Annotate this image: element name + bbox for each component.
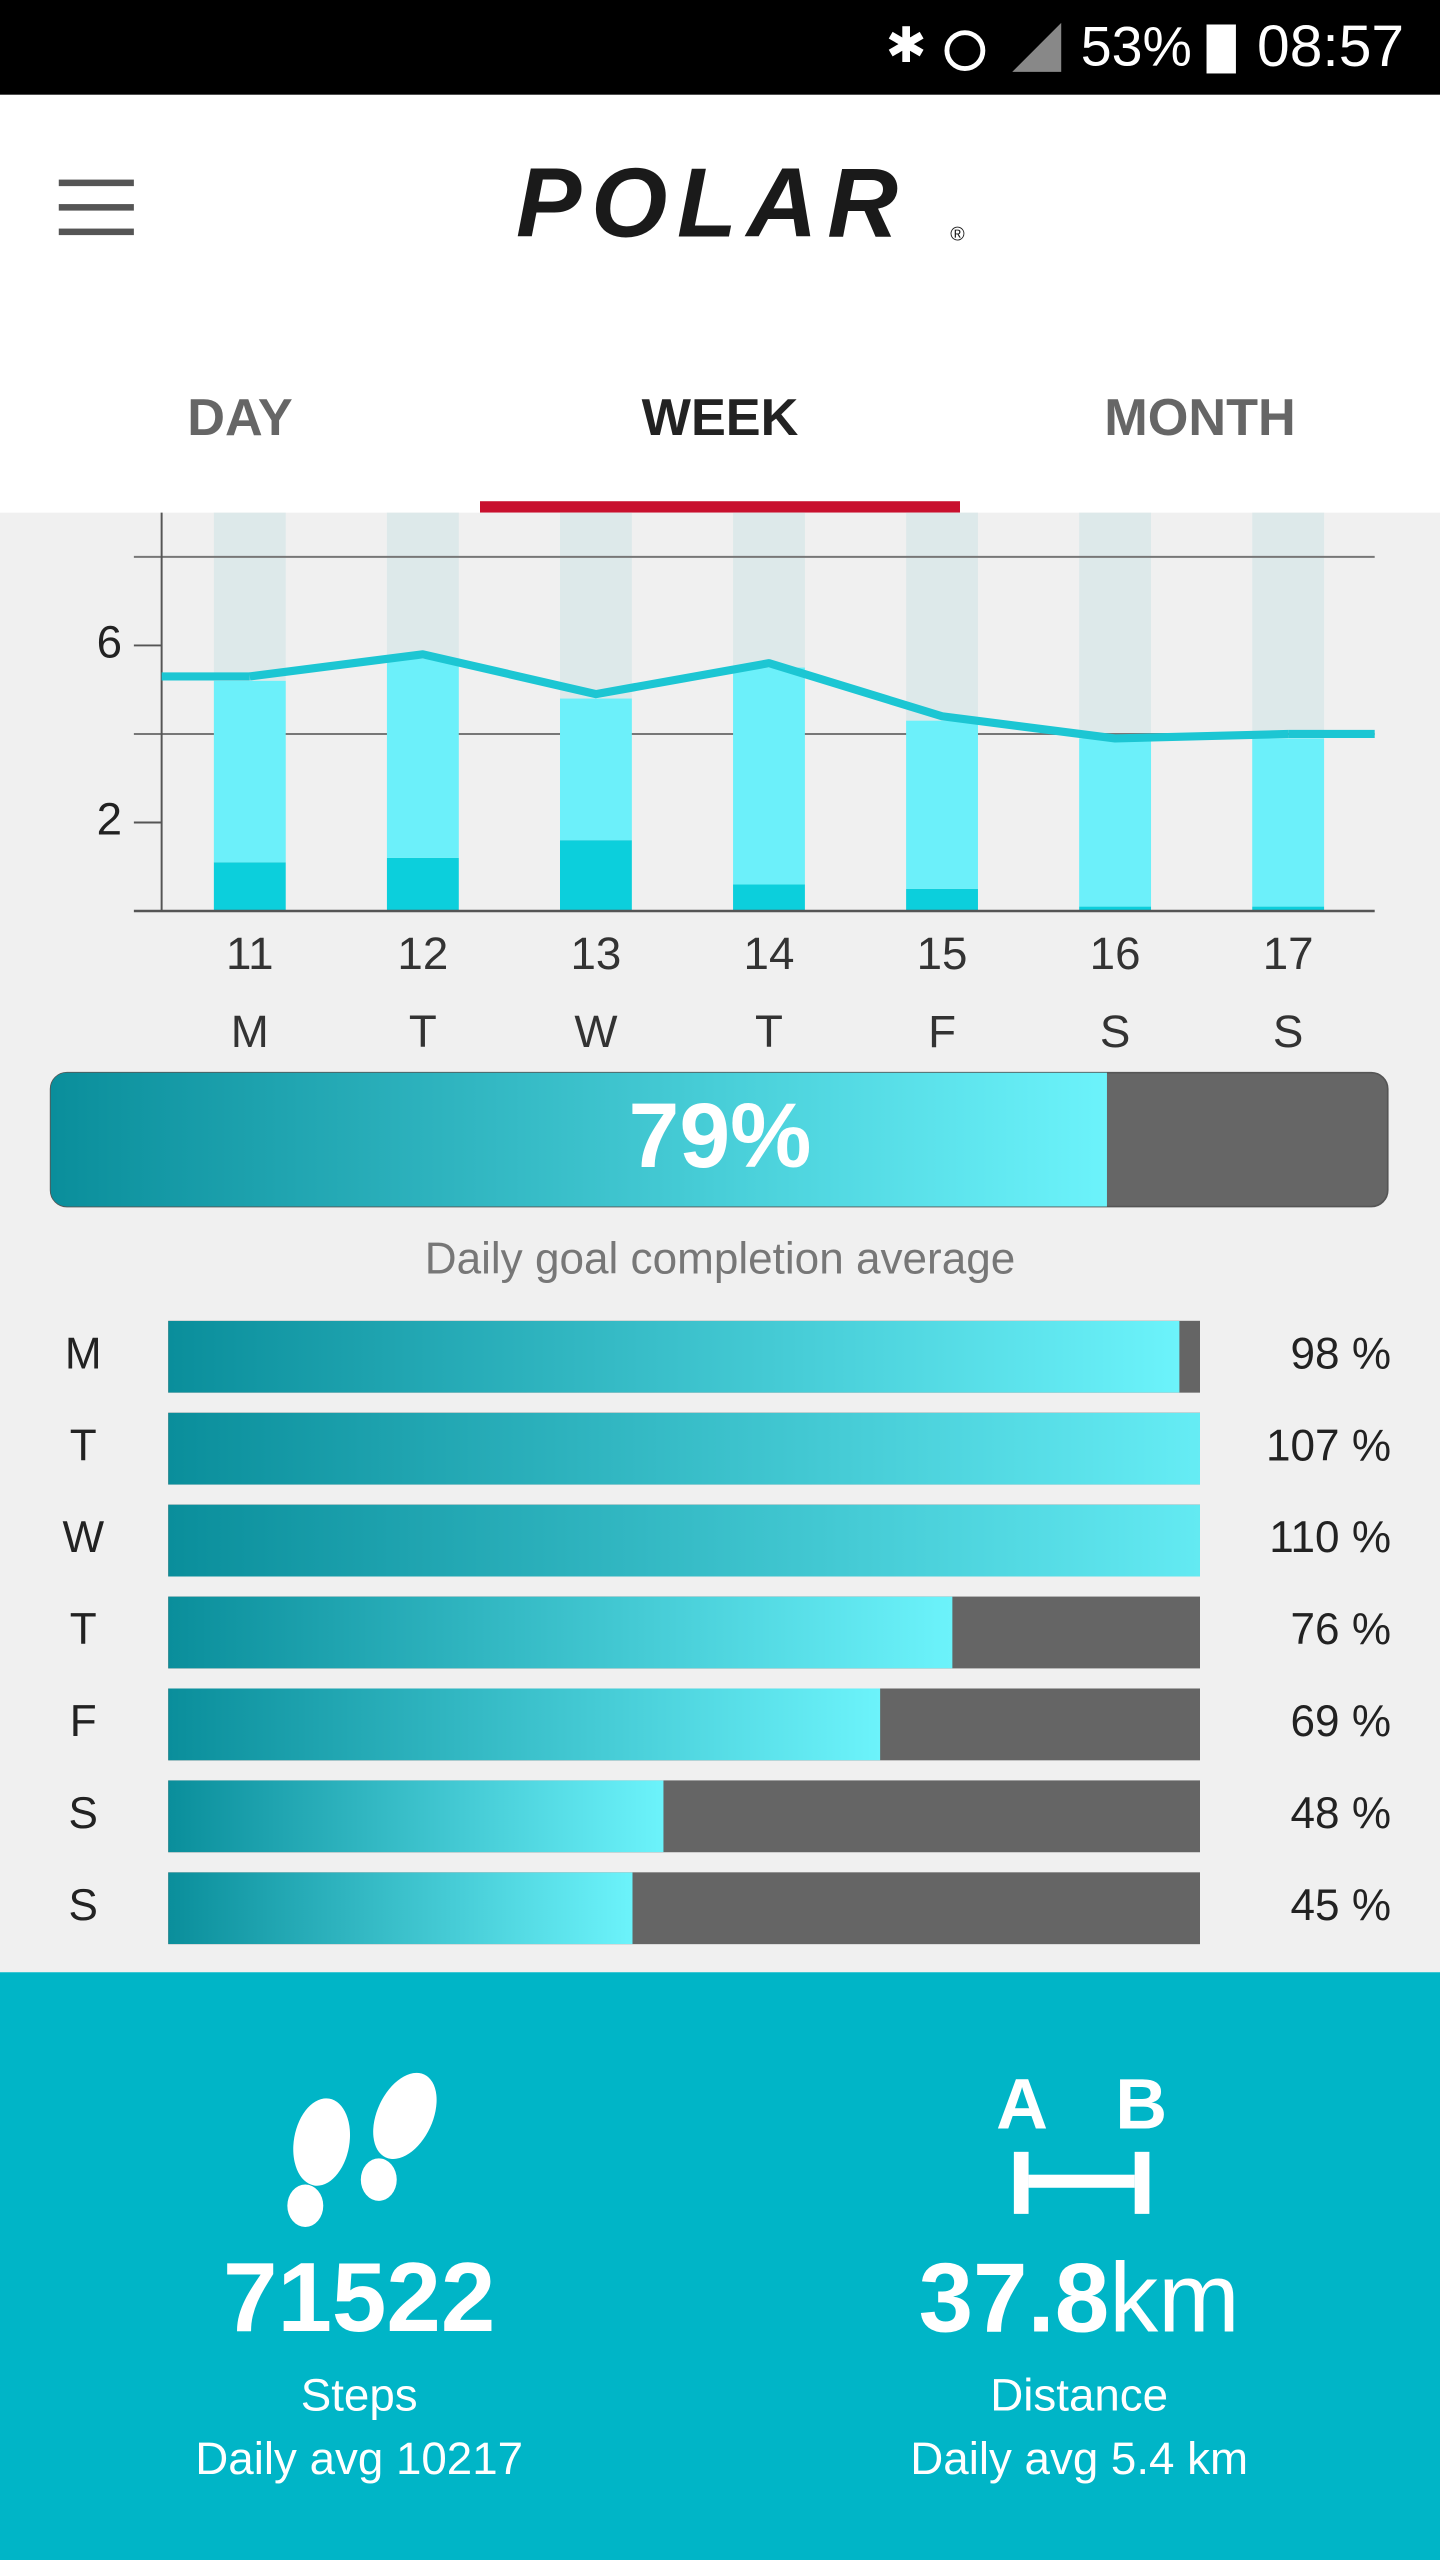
x-tick-label: 15 xyxy=(917,928,968,979)
tab-indicator xyxy=(480,501,960,513)
weekday-label: T xyxy=(409,1006,437,1057)
stats-panel xyxy=(0,1972,1440,2560)
distance-value: 37.8km xyxy=(919,2242,1240,2352)
tab[interactable]: DAY xyxy=(187,389,293,447)
bar-segment xyxy=(213,680,286,863)
bar-segment xyxy=(1252,906,1325,912)
bar-segment xyxy=(213,862,286,912)
distance-label: Distance xyxy=(990,2369,1168,2420)
daily-bar xyxy=(168,1412,1200,1485)
distance-average: Daily avg 5.4 km xyxy=(910,2433,1248,2484)
svg-text:B: B xyxy=(1115,2064,1167,2144)
registered-mark: ® xyxy=(950,223,965,245)
bar-segment xyxy=(386,857,459,912)
day-label: T xyxy=(70,1421,97,1470)
bar-segment xyxy=(906,888,978,912)
battery-icon xyxy=(1206,24,1236,74)
bar-segment xyxy=(733,667,805,885)
bar-segment xyxy=(1079,738,1152,907)
y-tick-label: 6 xyxy=(97,617,122,668)
daily-bar xyxy=(168,1780,664,1853)
y-tick-label: 2 xyxy=(97,794,122,845)
bar-segment xyxy=(906,720,978,889)
alarm-icon xyxy=(944,30,986,72)
goal-caption: Daily goal completion average xyxy=(425,1235,1016,1284)
bar-segment xyxy=(386,658,459,858)
clock: 08:57 xyxy=(1257,14,1404,79)
trend-line xyxy=(249,650,1289,743)
bluetooth-icon: ✱ xyxy=(886,19,927,73)
x-tick-label: 16 xyxy=(1090,928,1141,979)
x-tick-label: 17 xyxy=(1263,928,1314,979)
distance-icon: A B xyxy=(996,2064,1167,2214)
weekday-label: S xyxy=(1100,1006,1130,1057)
steps-average: Daily avg 10217 xyxy=(195,2433,523,2484)
x-tick-label: 13 xyxy=(570,928,621,979)
day-label: S xyxy=(69,1881,98,1930)
daily-value-label: 76 % xyxy=(1291,1605,1391,1654)
bar-segment xyxy=(733,884,805,912)
day-label: M xyxy=(65,1329,102,1378)
tab[interactable]: WEEK xyxy=(642,389,799,447)
menu-line xyxy=(58,179,134,187)
daily-bar xyxy=(168,1596,953,1669)
goal-label: 79% xyxy=(629,1085,812,1187)
goal-fill xyxy=(50,1072,1107,1207)
logo: POLAR xyxy=(516,147,908,257)
steps-label: Steps xyxy=(301,2369,418,2420)
daily-value-label: 69 % xyxy=(1291,1697,1391,1746)
daily-bar xyxy=(168,1504,1200,1577)
day-label: W xyxy=(62,1513,104,1562)
day-label: T xyxy=(70,1605,97,1654)
daily-value-label: 110 % xyxy=(1269,1513,1391,1562)
daily-value-label: 48 % xyxy=(1291,1789,1391,1838)
steps-icon xyxy=(287,2072,437,2227)
day-label: F xyxy=(70,1697,97,1746)
weekday-label: M xyxy=(231,1006,269,1057)
battery-percent: 53% xyxy=(1081,15,1192,77)
daily-bar xyxy=(168,1320,1180,1393)
bar-segment xyxy=(1252,738,1325,907)
weekday-label: F xyxy=(928,1006,956,1057)
x-tick-label: 14 xyxy=(744,928,795,979)
daily-value-label: 98 % xyxy=(1291,1329,1391,1378)
tab[interactable]: MONTH xyxy=(1104,389,1296,447)
svg-text:A: A xyxy=(996,2064,1048,2144)
daily-value-label: 107 % xyxy=(1266,1421,1391,1470)
x-tick-label: 12 xyxy=(397,928,448,979)
weekday-label: W xyxy=(574,1006,617,1057)
weekday-label: S xyxy=(1273,1006,1303,1057)
daily-bar xyxy=(168,1688,881,1761)
status-bar xyxy=(0,0,1440,95)
distance-number: 37.8 xyxy=(919,2242,1110,2352)
steps-value: 71522 xyxy=(223,2242,495,2352)
menu-line xyxy=(58,204,134,211)
daily-bar xyxy=(168,1872,633,1945)
menu-line xyxy=(58,228,134,236)
bar-segment xyxy=(560,840,632,912)
x-tick-label: 11 xyxy=(226,928,273,979)
bar-segment xyxy=(560,698,632,841)
distance-unit: km xyxy=(1109,2242,1240,2352)
menu-button[interactable] xyxy=(58,179,134,236)
day-label: S xyxy=(69,1789,98,1838)
weekday-label: T xyxy=(755,1006,783,1057)
bar-segment xyxy=(1079,906,1152,912)
daily-value-label: 45 % xyxy=(1291,1881,1391,1930)
